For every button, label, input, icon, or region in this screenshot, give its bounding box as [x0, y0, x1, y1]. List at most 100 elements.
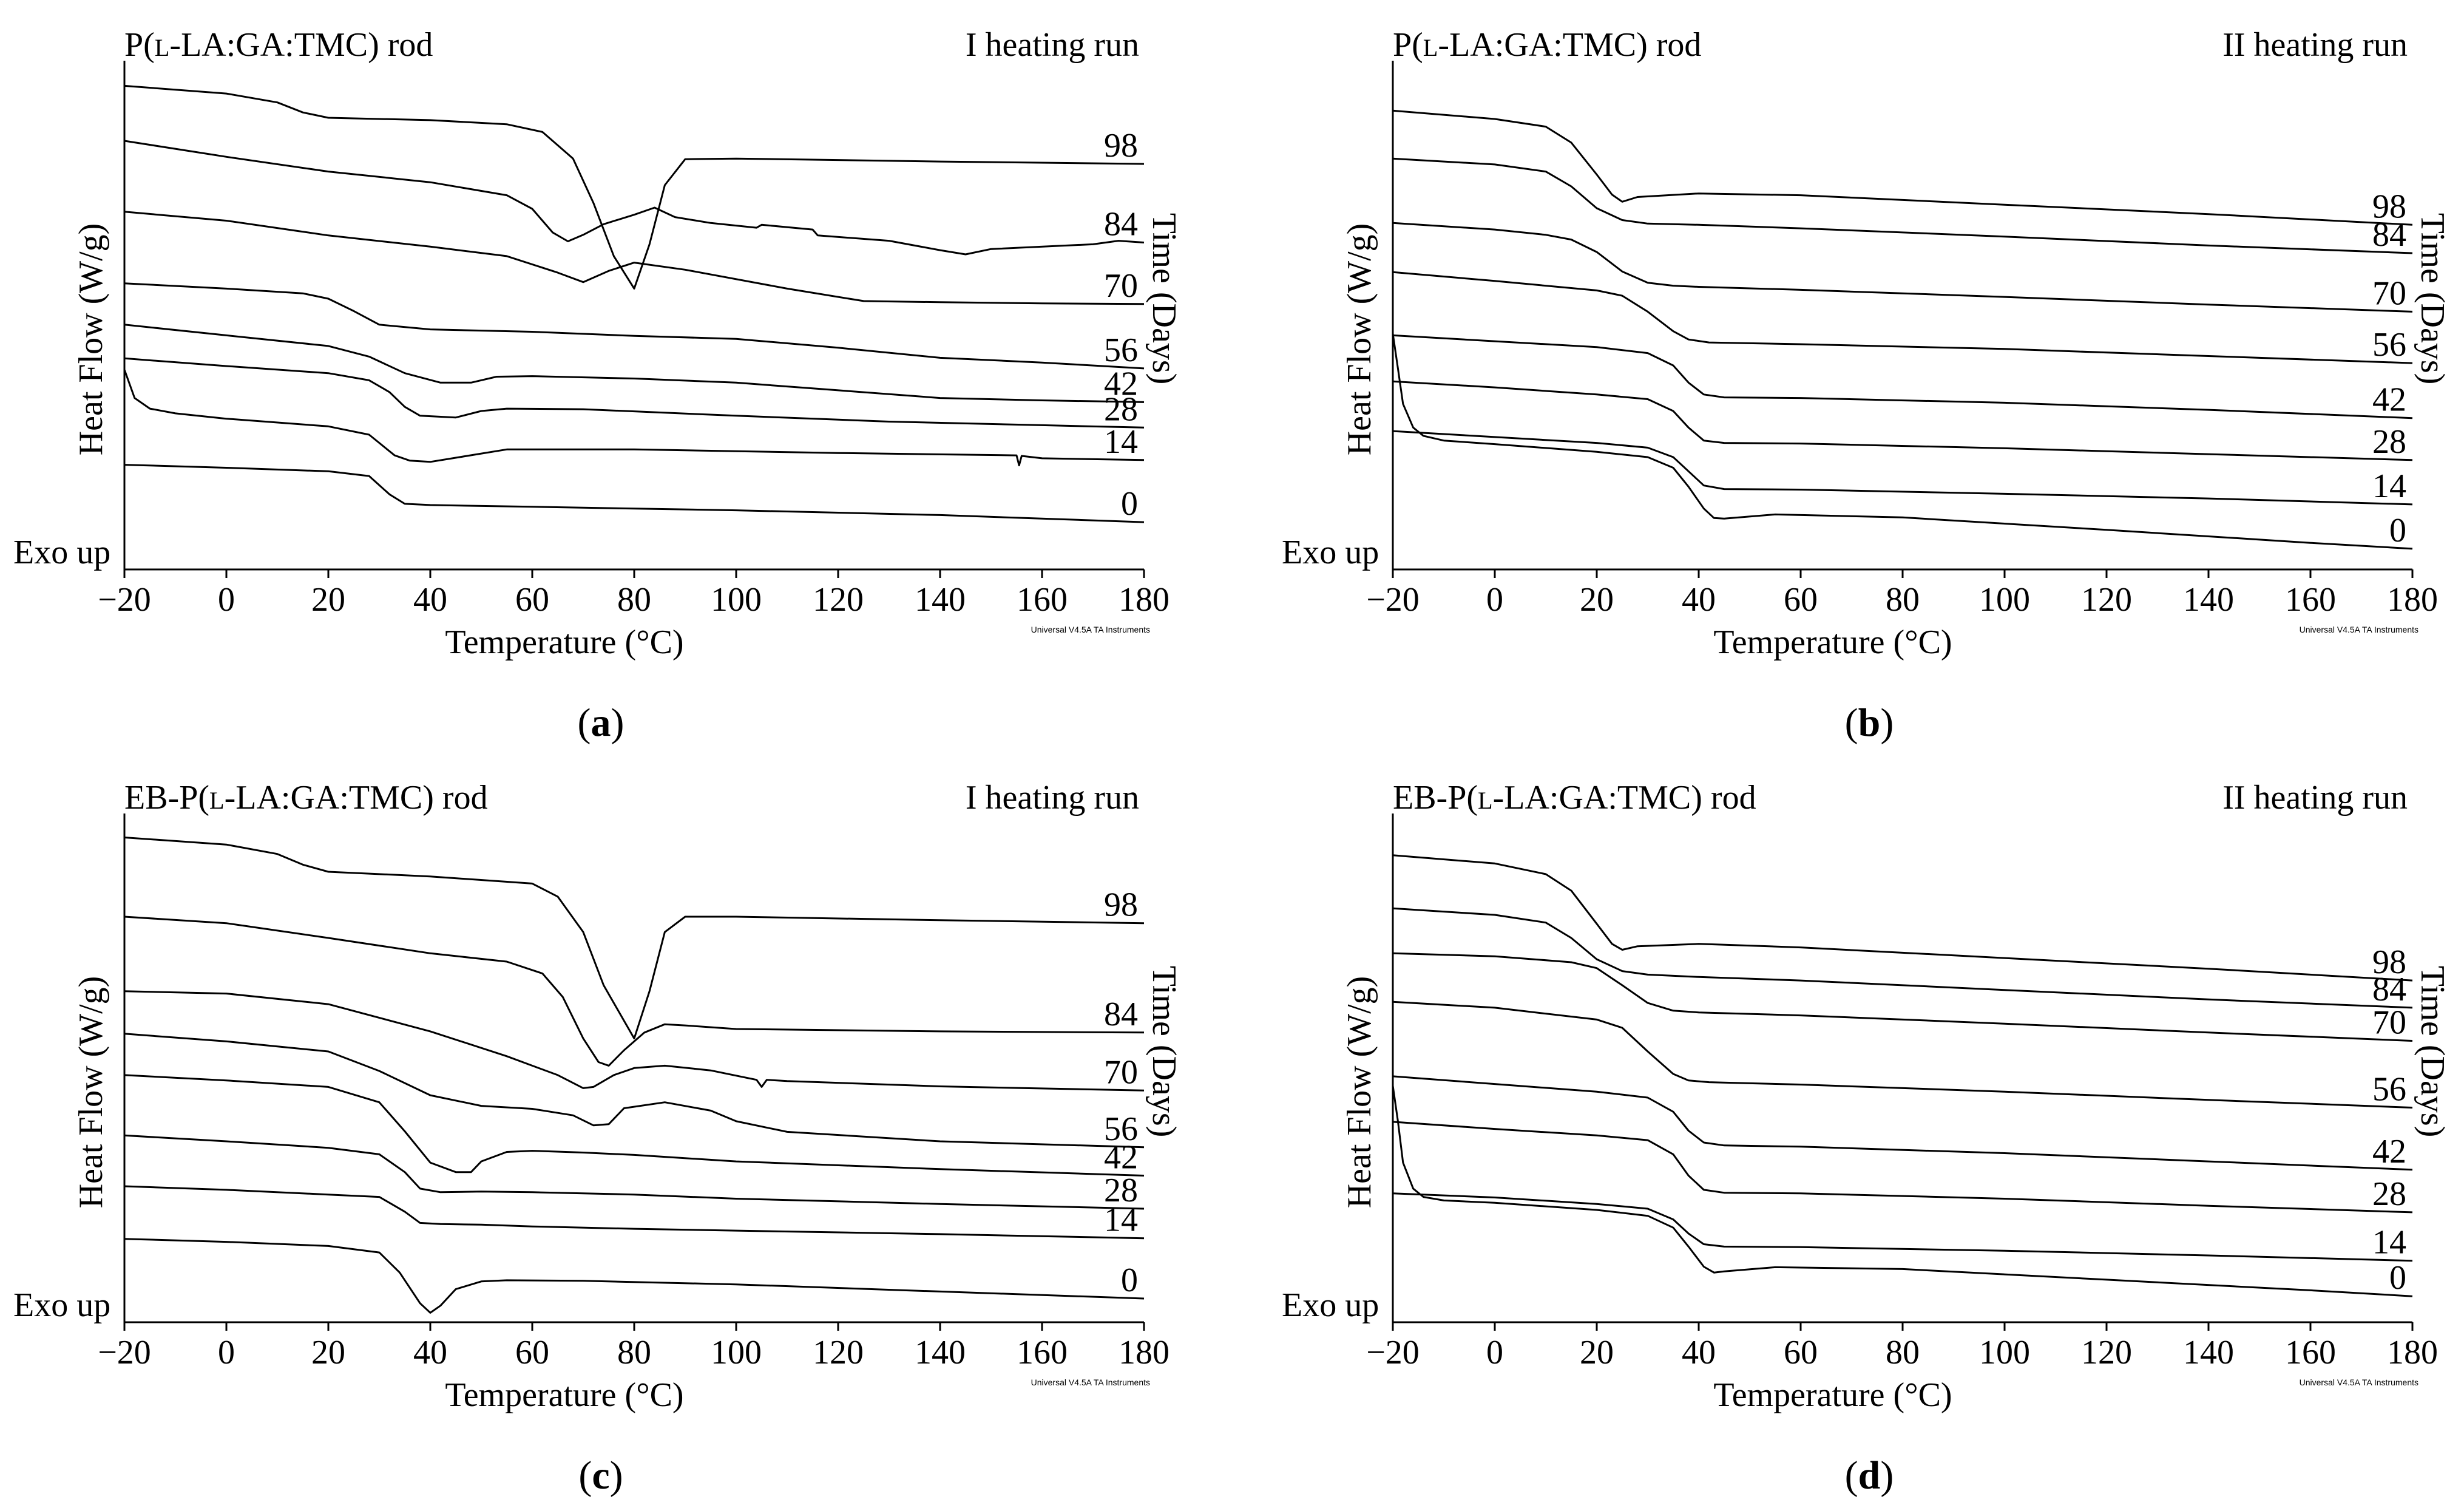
- curve-day-84: [124, 140, 1145, 256]
- x-tick-label: 20: [1580, 1334, 1614, 1371]
- x-tick-label: 160: [1017, 581, 1068, 619]
- series-label-day-14: 14: [2372, 1224, 2406, 1262]
- series-label-day-28: 28: [1104, 1172, 1138, 1209]
- curve-day-98: [1392, 854, 2413, 982]
- x-tick-label: 180: [1119, 581, 1169, 619]
- series-label-day-98: 98: [1104, 127, 1138, 165]
- series-label-day-0: 0: [2389, 512, 2406, 549]
- x-tick-label: 100: [1979, 581, 2030, 619]
- series-label-day-28: 28: [2372, 1175, 2406, 1213]
- curve-day-42: [124, 324, 1145, 403]
- series-label-day-42: 42: [2372, 1133, 2406, 1170]
- series-label-day-98: 98: [2372, 188, 2406, 225]
- series-label-day-70: 70: [2372, 1004, 2406, 1041]
- x-tick-label: 40: [1682, 1334, 1716, 1371]
- curve-day-84: [124, 915, 1145, 1067]
- x-tick-label: 0: [1486, 581, 1503, 619]
- curve-day-56: [1392, 271, 2413, 364]
- software-credit: Universal V4.5A TA Instruments: [2300, 625, 2418, 634]
- x-tick-label: 20: [311, 1334, 345, 1371]
- curve-day-98: [124, 84, 1145, 290]
- x-axis-label: Temperature (°C): [1713, 1376, 1952, 1414]
- curve-day-84: [1392, 157, 2413, 254]
- curve-day-42: [1392, 1075, 2413, 1171]
- x-tick-label: 160: [2285, 581, 2336, 619]
- heating-run-label: II heating run: [2222, 26, 2408, 64]
- x-tick-label: 140: [915, 1334, 966, 1371]
- series-label-day-84: 84: [2372, 971, 2406, 1008]
- x-axis-label: Temperature (°C): [1713, 623, 1952, 661]
- x-tick-label: 140: [2183, 581, 2234, 619]
- x-tick-label: 120: [2081, 581, 2132, 619]
- x-tick-label: 60: [515, 1334, 549, 1371]
- curve-day-70: [1392, 952, 2413, 1042]
- series-label-day-56: 56: [2372, 326, 2406, 364]
- y-axis-label: Heat Flow (W/g): [72, 976, 110, 1209]
- x-tick-label: 0: [1486, 1334, 1503, 1371]
- curve-day-98: [1392, 109, 2413, 226]
- x-tick-label: 100: [1979, 1334, 2030, 1371]
- curve-day-28: [124, 1134, 1145, 1210]
- curve-day-0: [124, 464, 1145, 523]
- x-tick-label: −20: [1366, 1334, 1420, 1371]
- heating-run-label: II heating run: [2222, 779, 2408, 817]
- curve-day-14: [123, 369, 1145, 467]
- x-tick-label: 60: [1784, 581, 1818, 619]
- x-axis-label: Temperature (°C): [445, 1376, 683, 1414]
- series-label-day-42: 42: [1104, 365, 1138, 402]
- x-tick-label: 40: [413, 581, 447, 619]
- x-tick-label: 100: [711, 581, 762, 619]
- x-tick-label: 120: [813, 581, 864, 619]
- panel-title: EB-P(L-LA:GA:TMC) rod: [124, 779, 488, 817]
- curve-day-56: [124, 1033, 1145, 1149]
- x-tick-label: 180: [2387, 1334, 2438, 1371]
- curve-day-70: [1392, 222, 2413, 313]
- x-tick-label: 120: [2081, 1334, 2132, 1371]
- x-tick-label: 20: [1580, 581, 1614, 619]
- curve-day-14: [1392, 430, 2413, 506]
- curve-day-28: [1392, 380, 2413, 461]
- panel-a: −20 0 20 40 60 80 100 120 140 160 1809884705642281…: [13, 26, 1183, 745]
- series-label-day-70: 70: [1104, 267, 1138, 305]
- panel-title: P(L-LA:GA:TMC) rod: [1393, 26, 1701, 64]
- series-label-day-28: 28: [1104, 390, 1138, 428]
- x-tick-label: −20: [98, 1334, 151, 1371]
- time-axis-label: Time (Days): [1145, 213, 1183, 385]
- x-tick-label: 60: [515, 581, 549, 619]
- exo-up-label: Exo up: [13, 534, 110, 571]
- series-label-day-0: 0: [2389, 1259, 2406, 1297]
- exo-up-label: Exo up: [1282, 1286, 1379, 1324]
- series-label-day-70: 70: [1104, 1053, 1138, 1091]
- software-credit: Universal V4.5A TA Instruments: [1031, 1377, 1150, 1387]
- x-tick-label: 80: [617, 1334, 651, 1371]
- panel-label: (a): [578, 701, 624, 745]
- exo-up-label: Exo up: [13, 1286, 110, 1324]
- panel-d: −20 0 20 40 60 80 100 120 140 160 1809884705642281…: [1282, 779, 2451, 1498]
- x-tick-label: 140: [2183, 1334, 2234, 1371]
- y-axis-label: Heat Flow (W/g): [1341, 976, 1378, 1209]
- time-axis-label: Time (Days): [2414, 213, 2451, 385]
- x-tick-label: 20: [311, 581, 345, 619]
- x-tick-label: 80: [617, 581, 651, 619]
- panel-label: (c): [578, 1453, 623, 1498]
- x-tick-label: 120: [813, 1334, 864, 1371]
- series-label-day-0: 0: [1121, 485, 1138, 523]
- series-label-day-56: 56: [2372, 1071, 2406, 1109]
- series-label-day-98: 98: [1104, 886, 1138, 924]
- series-label-day-42: 42: [2372, 381, 2406, 419]
- curve-day-84: [1392, 907, 2413, 1009]
- x-tick-label: 100: [711, 1334, 762, 1371]
- x-axis-label: Temperature (°C): [445, 623, 683, 661]
- software-credit: Universal V4.5A TA Instruments: [2300, 1377, 2418, 1387]
- curve-day-14: [124, 1185, 1145, 1240]
- panel-label: (b): [1845, 701, 1894, 745]
- series-label-day-0: 0: [1121, 1262, 1138, 1299]
- x-tick-label: 160: [2285, 1334, 2336, 1371]
- heating-run-label: I heating run: [966, 26, 1139, 64]
- x-tick-label: 0: [218, 1334, 235, 1371]
- x-tick-label: 80: [1886, 1334, 1920, 1371]
- curve-day-70: [124, 990, 1145, 1092]
- curve-day-42: [124, 1074, 1145, 1177]
- curve-day-0: [1392, 1085, 2413, 1297]
